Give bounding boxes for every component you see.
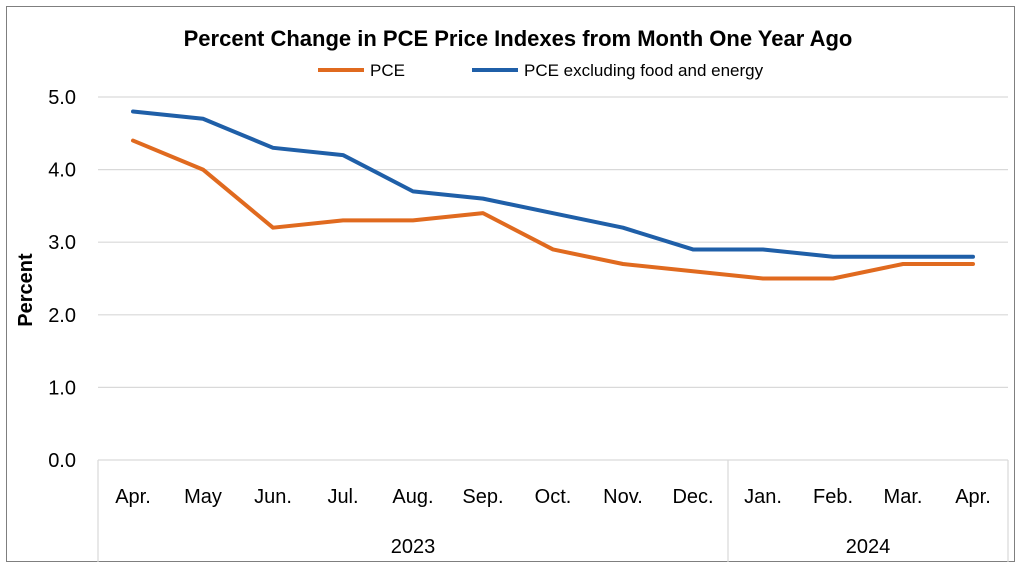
y-axis-ticks: 0.0 1.0 2.0 3.0 4.0 5.0 — [48, 87, 76, 472]
legend: PCE PCE excluding food and energy — [318, 61, 764, 80]
x-tick-label: Apr. — [955, 486, 991, 508]
legend-label: PCE excluding food and energy — [524, 61, 764, 80]
series-line — [133, 112, 973, 257]
y-tick-label: 4.0 — [48, 160, 76, 182]
x-tick-label: Jan. — [744, 486, 782, 508]
x-tick-label: May — [184, 486, 222, 508]
y-axis-label: Percent — [15, 253, 37, 327]
y-tick-label: 5.0 — [48, 87, 76, 109]
x-tick-label: Sep. — [462, 486, 503, 508]
year-label: 2024 — [846, 536, 891, 558]
x-tick-label: Nov. — [603, 486, 643, 508]
x-tick-label: Mar. — [884, 486, 923, 508]
x-tick-label: Jul. — [327, 486, 358, 508]
gridlines — [98, 97, 1008, 387]
y-tick-label: 1.0 — [48, 377, 76, 399]
y-tick-label: 0.0 — [48, 450, 76, 472]
x-axis: 2023 2024 Apr. May Jun. Jul. Aug. Sep. Oct. Nov. D… — [98, 460, 1008, 562]
x-tick-label: Dec. — [672, 486, 713, 508]
x-tick-label: Oct. — [535, 486, 572, 508]
chart: Percent Change in PCE Price Indexes from… — [0, 0, 1023, 570]
y-tick-label: 3.0 — [48, 232, 76, 254]
series-lines — [133, 112, 973, 279]
y-tick-label: 2.0 — [48, 305, 76, 327]
chart-title: Percent Change in PCE Price Indexes from… — [184, 26, 853, 51]
x-tick-label: Feb. — [813, 486, 853, 508]
x-tick-label: Jun. — [254, 486, 292, 508]
legend-label: PCE — [370, 61, 405, 80]
year-label: 2023 — [391, 536, 436, 558]
x-tick-label: Aug. — [392, 486, 433, 508]
x-tick-label: Apr. — [115, 486, 151, 508]
